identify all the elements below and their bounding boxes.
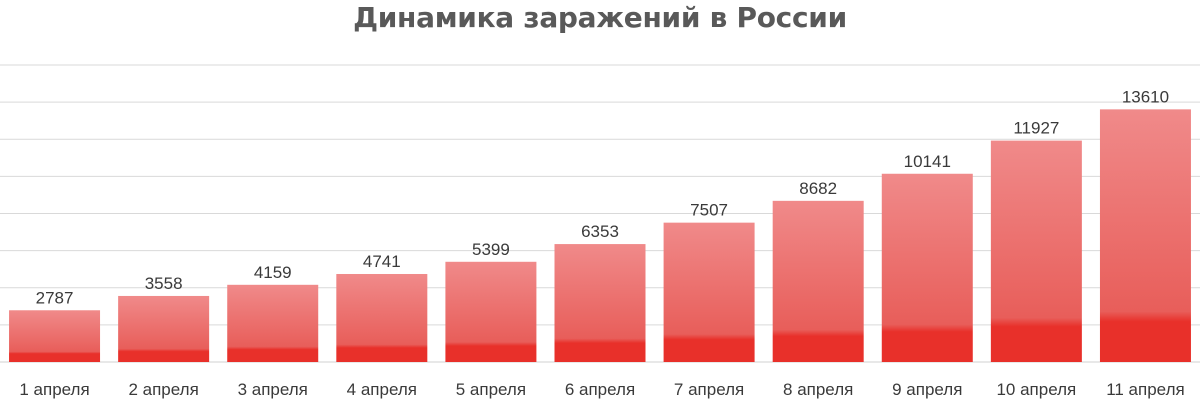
bar-value-label-10: 11927 xyxy=(1013,119,1059,138)
x-axis-ticks: 1 апреля 2 апреля 3 апреля 4 апреля 5 апреля… xyxy=(19,380,1184,399)
bar-6 xyxy=(554,244,646,362)
bar-7 xyxy=(663,222,755,362)
bar-value-label-11: 13610 xyxy=(1122,87,1169,106)
bar-3 xyxy=(227,284,319,362)
bar-11 xyxy=(1099,109,1191,362)
bar-9 xyxy=(881,173,973,362)
bar-value-label-4: 4741 xyxy=(363,252,401,271)
x-tick-label-4: 4 апреля xyxy=(347,380,417,399)
bar-10 xyxy=(990,140,1082,362)
x-tick-label-11: 11 апреля xyxy=(1106,380,1185,399)
x-tick-label-3: 3 апреля xyxy=(238,380,308,399)
bar-value-label-3: 4159 xyxy=(254,263,292,282)
bar-value-label-1: 2787 xyxy=(36,288,74,307)
x-tick-label-6: 6 апреля xyxy=(565,380,635,399)
bar-value-label-7: 7507 xyxy=(690,201,728,220)
bar-value-label-2: 3558 xyxy=(145,274,183,293)
x-tick-label-7: 7 апреля xyxy=(674,380,744,399)
bar-value-label-6: 6353 xyxy=(581,222,619,241)
bars xyxy=(9,109,1191,362)
bar-8 xyxy=(772,200,864,362)
bar-5 xyxy=(445,261,537,362)
chart-title: Динамика заражений в России xyxy=(353,1,847,34)
x-tick-label-9: 9 апреля xyxy=(892,380,962,399)
x-tick-label-5: 5 апреля xyxy=(456,380,526,399)
bar-4 xyxy=(336,273,428,362)
bar-2 xyxy=(118,295,210,362)
bar-value-label-9: 10141 xyxy=(904,152,951,171)
bar-value-label-8: 8682 xyxy=(799,179,837,198)
x-tick-label-8: 8 апреля xyxy=(783,380,853,399)
x-tick-label-2: 2 апреля xyxy=(128,380,198,399)
bar-value-label-5: 5399 xyxy=(472,240,510,259)
bar-1 xyxy=(9,310,101,362)
x-tick-label-1: 1 апреля xyxy=(19,380,89,399)
x-tick-label-10: 10 апреля xyxy=(996,380,1076,399)
bar-labels: 2787 3558 4159 4741 5399 6353 7507 8682 10141 119… xyxy=(36,87,1169,307)
